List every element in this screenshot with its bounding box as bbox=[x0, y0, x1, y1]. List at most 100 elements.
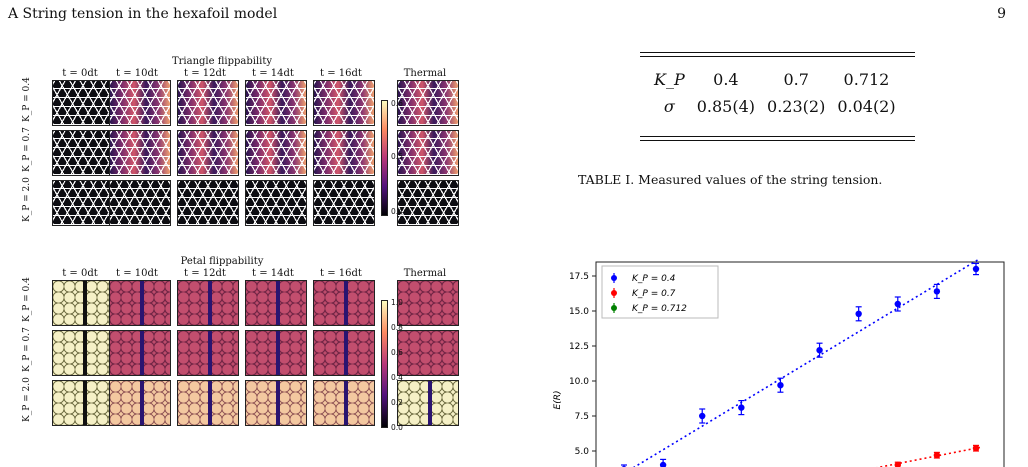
petal-cell bbox=[397, 280, 459, 326]
petal-cell bbox=[52, 380, 114, 426]
colorbar-tick: 0.6 bbox=[391, 348, 403, 357]
triangle-cell bbox=[313, 180, 375, 226]
data-point bbox=[699, 412, 706, 420]
triangle-cell bbox=[397, 130, 459, 176]
petal-cell bbox=[313, 280, 375, 326]
data-point bbox=[972, 445, 980, 452]
column-label: Thermal bbox=[403, 68, 447, 79]
petal-cell bbox=[177, 280, 239, 326]
page-number: 9 bbox=[997, 6, 1006, 22]
string-line bbox=[140, 281, 144, 325]
legend-label: K_P = 0.7 bbox=[632, 289, 676, 299]
data-point bbox=[816, 347, 823, 354]
petal-cell bbox=[52, 280, 114, 326]
y-tick-label: 7.5 bbox=[575, 412, 589, 422]
triangle-cell bbox=[313, 80, 375, 126]
table-sigma-0: 0.85(4) bbox=[696, 97, 756, 116]
y-axis-label: E(R) bbox=[553, 391, 563, 410]
colorbar-tick: 1.0 bbox=[391, 298, 403, 307]
data-point bbox=[855, 310, 862, 317]
y-tick-label: 17.5 bbox=[569, 272, 589, 282]
fit-line bbox=[632, 257, 981, 467]
bottom-colorbar bbox=[381, 300, 388, 428]
triangle-cell bbox=[397, 180, 459, 226]
column-label: t = 12dt bbox=[184, 268, 226, 279]
triangle-cell bbox=[245, 180, 307, 226]
string-line bbox=[276, 381, 280, 425]
triangle-cell bbox=[177, 130, 239, 176]
petal-cell bbox=[177, 330, 239, 376]
triangle-cell bbox=[245, 130, 307, 176]
legend-marker bbox=[611, 275, 617, 281]
row-label: K_P = 0.4 bbox=[22, 77, 32, 122]
petal-cell bbox=[109, 330, 171, 376]
table-kp-label: K_P bbox=[654, 70, 685, 89]
row-label: K_P = 0.7 bbox=[22, 127, 32, 172]
petal-cell bbox=[313, 330, 375, 376]
petal-cell bbox=[52, 330, 114, 376]
triangle-cell bbox=[245, 80, 307, 126]
data-point bbox=[972, 265, 980, 273]
string-line bbox=[344, 281, 348, 325]
table-rule-top1 bbox=[640, 52, 915, 53]
triangle-cell bbox=[52, 80, 114, 126]
string-line bbox=[208, 281, 212, 325]
column-label: t = 0dt bbox=[62, 268, 98, 279]
table-rule-bot1 bbox=[640, 136, 915, 137]
triangle-cell bbox=[109, 180, 171, 226]
string-line bbox=[140, 331, 144, 375]
colorbar-tick: 0.4 bbox=[391, 373, 403, 382]
row-label: K_P = 2.0 bbox=[22, 377, 32, 422]
triangle-cell bbox=[177, 80, 239, 126]
y-tick-label: 12.5 bbox=[569, 342, 589, 352]
table-sigma-label: σ bbox=[663, 97, 675, 116]
string-line bbox=[344, 381, 348, 425]
column-label: Thermal bbox=[403, 268, 447, 279]
string-line bbox=[276, 331, 280, 375]
column-label: t = 16dt bbox=[320, 268, 362, 279]
petal-cell bbox=[177, 380, 239, 426]
petal-cell bbox=[245, 280, 307, 326]
legend-box bbox=[601, 265, 719, 319]
table-kp-1: 0.7 bbox=[783, 70, 809, 89]
data-point bbox=[659, 461, 667, 467]
petal-cell bbox=[397, 380, 459, 426]
string-line bbox=[140, 381, 144, 425]
data-point bbox=[777, 382, 784, 389]
triangle-cell bbox=[397, 80, 459, 126]
y-tick-label: 15.0 bbox=[569, 307, 589, 317]
fit-line bbox=[876, 446, 981, 467]
triangle-cell bbox=[109, 80, 171, 126]
table-rule-bot2 bbox=[640, 140, 915, 141]
column-label: t = 10dt bbox=[116, 68, 158, 79]
colorbar-tick: 0.8 bbox=[391, 323, 403, 332]
petal-cell bbox=[313, 380, 375, 426]
row-label: K_P = 0.7 bbox=[22, 327, 32, 372]
colorbar-tick: 0.6 bbox=[391, 99, 403, 108]
table-kp-0: 0.4 bbox=[713, 70, 739, 89]
triangle-cell bbox=[52, 180, 114, 226]
column-label: t = 14dt bbox=[252, 268, 294, 279]
data-point bbox=[894, 461, 901, 467]
data-point bbox=[738, 404, 745, 411]
y-tick-label: 5.0 bbox=[575, 447, 590, 457]
table-caption: TABLE I. Measured values of the string t… bbox=[578, 172, 883, 187]
petal-flippability-title: Petal flippability bbox=[180, 256, 264, 267]
triangle-flippability-title: Triangle flippability bbox=[171, 56, 273, 67]
data-point bbox=[933, 452, 941, 459]
petal-cell bbox=[245, 380, 307, 426]
column-label: t = 12dt bbox=[184, 68, 226, 79]
column-label: t = 0dt bbox=[62, 68, 98, 79]
string-line bbox=[83, 381, 87, 425]
row-label: K_P = 2.0 bbox=[22, 177, 32, 222]
string-line bbox=[208, 381, 212, 425]
string-line bbox=[428, 381, 432, 425]
data-point bbox=[894, 300, 901, 308]
colorbar-tick: 0.2 bbox=[391, 398, 403, 407]
table-sigma-2: 0.04(2) bbox=[837, 97, 896, 116]
row-label: K_P = 0.4 bbox=[22, 277, 32, 322]
colorbar-tick: 0.0 bbox=[391, 423, 403, 432]
petal-cell bbox=[109, 280, 171, 326]
string-line bbox=[276, 281, 280, 325]
legend-label: K_P = 0.4 bbox=[632, 274, 676, 284]
